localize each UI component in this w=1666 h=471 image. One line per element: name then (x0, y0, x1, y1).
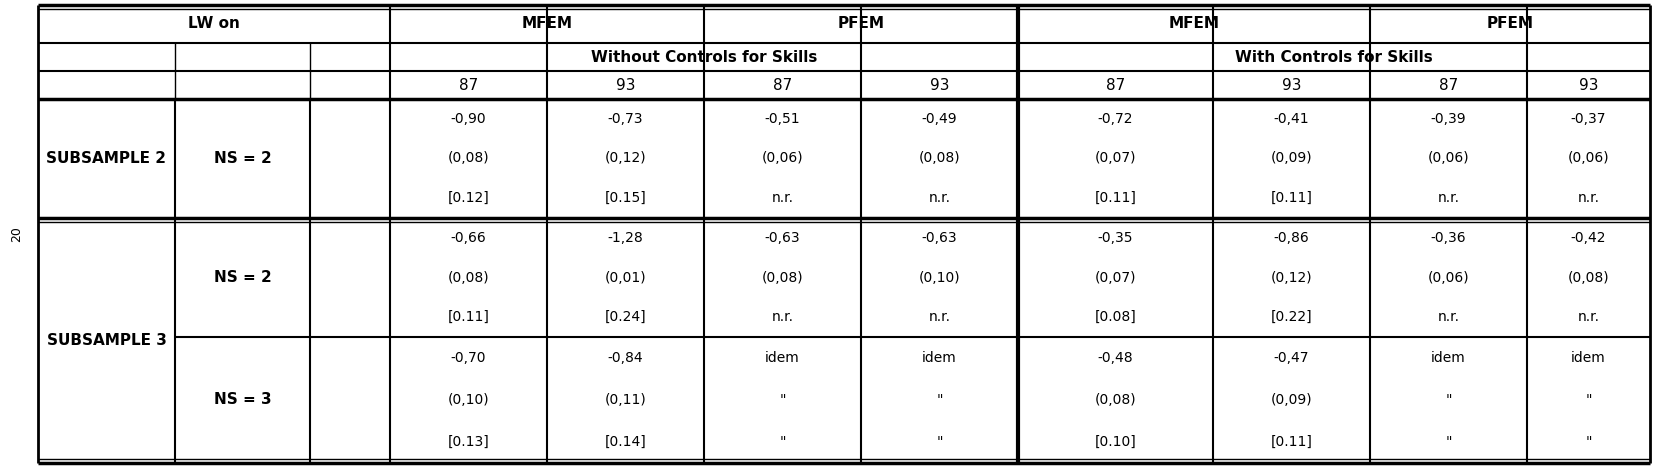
Text: n.r.: n.r. (1578, 310, 1599, 324)
Text: -0,39: -0,39 (1431, 112, 1466, 126)
Text: With Controls for Skills: With Controls for Skills (1235, 49, 1433, 65)
Text: (0,08): (0,08) (1095, 393, 1136, 407)
Text: ": " (1444, 435, 1451, 449)
Text: [0.08]: [0.08] (1095, 310, 1136, 324)
Text: n.r.: n.r. (1438, 191, 1459, 205)
Text: n.r.: n.r. (928, 310, 951, 324)
Text: -0,51: -0,51 (765, 112, 800, 126)
Text: (0,09): (0,09) (1271, 152, 1313, 165)
Text: (0,08): (0,08) (448, 152, 490, 165)
Text: n.r.: n.r. (928, 191, 951, 205)
Text: -0,49: -0,49 (921, 112, 958, 126)
Text: -0,36: -0,36 (1431, 231, 1466, 245)
Text: ": " (780, 393, 786, 407)
Text: (0,11): (0,11) (605, 393, 646, 407)
Text: (0,07): (0,07) (1095, 270, 1136, 284)
Text: -0,63: -0,63 (921, 231, 958, 245)
Text: (0,12): (0,12) (1271, 270, 1313, 284)
Text: PFEM: PFEM (1486, 16, 1533, 32)
Text: [0.10]: [0.10] (1095, 435, 1136, 449)
Text: [0.22]: [0.22] (1271, 310, 1313, 324)
Text: MFEM: MFEM (1168, 16, 1220, 32)
Text: [0.15]: [0.15] (605, 191, 646, 205)
Text: [0.12]: [0.12] (448, 191, 490, 205)
Text: ": " (780, 435, 786, 449)
Text: -0,48: -0,48 (1098, 351, 1133, 365)
Text: 87: 87 (1106, 78, 1125, 92)
Text: -0,84: -0,84 (608, 351, 643, 365)
Text: [0.13]: [0.13] (448, 435, 490, 449)
Text: Without Controls for Skills: Without Controls for Skills (591, 49, 818, 65)
Text: (0,10): (0,10) (918, 270, 960, 284)
Text: idem: idem (765, 351, 800, 365)
Text: n.r.: n.r. (771, 310, 793, 324)
Text: (0,01): (0,01) (605, 270, 646, 284)
Text: -1,28: -1,28 (608, 231, 643, 245)
Text: 87: 87 (1439, 78, 1458, 92)
Text: -0,41: -0,41 (1274, 112, 1309, 126)
Text: idem: idem (1571, 351, 1606, 365)
Text: [0.14]: [0.14] (605, 435, 646, 449)
Text: SUBSAMPLE 3: SUBSAMPLE 3 (47, 333, 167, 348)
Text: n.r.: n.r. (1438, 310, 1459, 324)
Text: n.r.: n.r. (1578, 191, 1599, 205)
Text: NS = 2: NS = 2 (213, 270, 272, 285)
Text: 87: 87 (773, 78, 791, 92)
Text: -0,86: -0,86 (1273, 231, 1309, 245)
Text: -0,70: -0,70 (451, 351, 486, 365)
Text: ": " (1444, 393, 1451, 407)
Text: -0,42: -0,42 (1571, 231, 1606, 245)
Text: [0.24]: [0.24] (605, 310, 646, 324)
Text: 93: 93 (930, 78, 950, 92)
Text: -0,63: -0,63 (765, 231, 800, 245)
Text: (0,06): (0,06) (1428, 270, 1469, 284)
Text: -0,37: -0,37 (1571, 112, 1606, 126)
Text: NS = 3: NS = 3 (213, 392, 272, 407)
Text: (0,07): (0,07) (1095, 152, 1136, 165)
Text: idem: idem (1431, 351, 1466, 365)
Text: NS = 2: NS = 2 (213, 151, 272, 166)
Text: (0,08): (0,08) (918, 152, 960, 165)
Text: [0.11]: [0.11] (448, 310, 490, 324)
Text: (0,10): (0,10) (448, 393, 490, 407)
Text: 20: 20 (10, 226, 23, 242)
Text: -0,90: -0,90 (451, 112, 486, 126)
Text: PFEM: PFEM (838, 16, 885, 32)
Text: ": " (1586, 393, 1591, 407)
Text: -0,47: -0,47 (1274, 351, 1309, 365)
Text: 93: 93 (1579, 78, 1598, 92)
Text: -0,73: -0,73 (608, 112, 643, 126)
Text: n.r.: n.r. (771, 191, 793, 205)
Text: (0,12): (0,12) (605, 152, 646, 165)
Text: (0,06): (0,06) (1428, 152, 1469, 165)
Text: [0.11]: [0.11] (1271, 435, 1313, 449)
Text: (0,09): (0,09) (1271, 393, 1313, 407)
Text: 93: 93 (616, 78, 635, 92)
Text: (0,08): (0,08) (448, 270, 490, 284)
Text: -0,35: -0,35 (1098, 231, 1133, 245)
Text: ": " (936, 393, 943, 407)
Text: (0,08): (0,08) (1568, 270, 1609, 284)
Text: (0,06): (0,06) (761, 152, 803, 165)
Text: [0.11]: [0.11] (1095, 191, 1136, 205)
Text: SUBSAMPLE 2: SUBSAMPLE 2 (47, 151, 167, 166)
Text: -0,66: -0,66 (450, 231, 486, 245)
Text: ": " (1586, 435, 1591, 449)
Text: (0,06): (0,06) (1568, 152, 1609, 165)
Text: LW on: LW on (188, 16, 240, 32)
Text: (0,08): (0,08) (761, 270, 803, 284)
Text: MFEM: MFEM (521, 16, 573, 32)
Text: idem: idem (921, 351, 956, 365)
Text: 87: 87 (458, 78, 478, 92)
Text: ": " (936, 435, 943, 449)
Text: 93: 93 (1281, 78, 1301, 92)
Text: [0.11]: [0.11] (1271, 191, 1313, 205)
Text: -0,72: -0,72 (1098, 112, 1133, 126)
